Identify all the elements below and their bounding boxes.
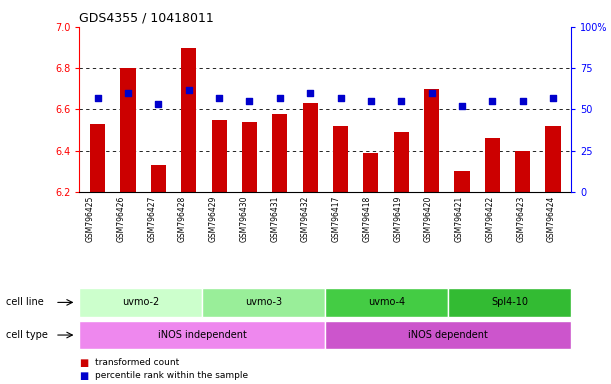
Bar: [393, 132, 409, 192]
Text: GSM796422: GSM796422: [485, 196, 494, 242]
Bar: [302, 103, 318, 192]
Text: GDS4355 / 10418011: GDS4355 / 10418011: [79, 12, 214, 25]
Text: percentile rank within the sample: percentile rank within the sample: [95, 371, 248, 380]
Point: [93, 95, 103, 101]
Bar: [515, 151, 530, 192]
Text: ■: ■: [79, 358, 89, 368]
Text: cell type: cell type: [6, 330, 48, 340]
Bar: [273, 114, 287, 192]
Text: GSM796417: GSM796417: [332, 196, 341, 242]
Text: GSM796427: GSM796427: [147, 196, 156, 242]
Point: [123, 90, 133, 96]
Text: GSM796425: GSM796425: [86, 196, 95, 242]
Point: [153, 101, 163, 108]
Bar: [242, 122, 257, 192]
Text: uvmo-4: uvmo-4: [368, 297, 406, 308]
Text: GSM796421: GSM796421: [455, 196, 464, 242]
Bar: [546, 126, 561, 192]
Text: Spl4-10: Spl4-10: [491, 297, 529, 308]
Point: [214, 95, 224, 101]
Bar: [485, 138, 500, 192]
Text: GSM796429: GSM796429: [209, 196, 218, 242]
Text: transformed count: transformed count: [95, 358, 179, 367]
Text: GSM796419: GSM796419: [393, 196, 402, 242]
Bar: [424, 89, 439, 192]
Bar: [151, 165, 166, 192]
Point: [335, 95, 345, 101]
Text: iNOS dependent: iNOS dependent: [408, 330, 488, 340]
Bar: [364, 153, 378, 192]
Text: cell line: cell line: [6, 297, 44, 308]
Point: [184, 86, 194, 93]
Point: [426, 90, 436, 96]
Text: iNOS independent: iNOS independent: [158, 330, 247, 340]
Text: GSM796424: GSM796424: [547, 196, 556, 242]
Point: [488, 98, 497, 104]
Point: [548, 95, 558, 101]
Text: GSM796423: GSM796423: [516, 196, 525, 242]
Text: GSM796418: GSM796418: [362, 196, 371, 242]
Text: GSM796426: GSM796426: [117, 196, 125, 242]
Text: GSM796428: GSM796428: [178, 196, 187, 242]
Bar: [90, 124, 105, 192]
Bar: [333, 126, 348, 192]
Bar: [120, 68, 136, 192]
Text: GSM796432: GSM796432: [301, 196, 310, 242]
Bar: [455, 171, 470, 192]
Point: [306, 90, 315, 96]
Bar: [211, 120, 227, 192]
Point: [457, 103, 467, 109]
Point: [275, 95, 285, 101]
Text: GSM796430: GSM796430: [240, 196, 249, 242]
Text: ■: ■: [79, 371, 89, 381]
Text: GSM796431: GSM796431: [270, 196, 279, 242]
Text: GSM796420: GSM796420: [424, 196, 433, 242]
Text: uvmo-3: uvmo-3: [245, 297, 282, 308]
Point: [397, 98, 406, 104]
Text: uvmo-2: uvmo-2: [122, 297, 159, 308]
Point: [366, 98, 376, 104]
Point: [518, 98, 527, 104]
Point: [244, 98, 254, 104]
Bar: [181, 48, 196, 192]
